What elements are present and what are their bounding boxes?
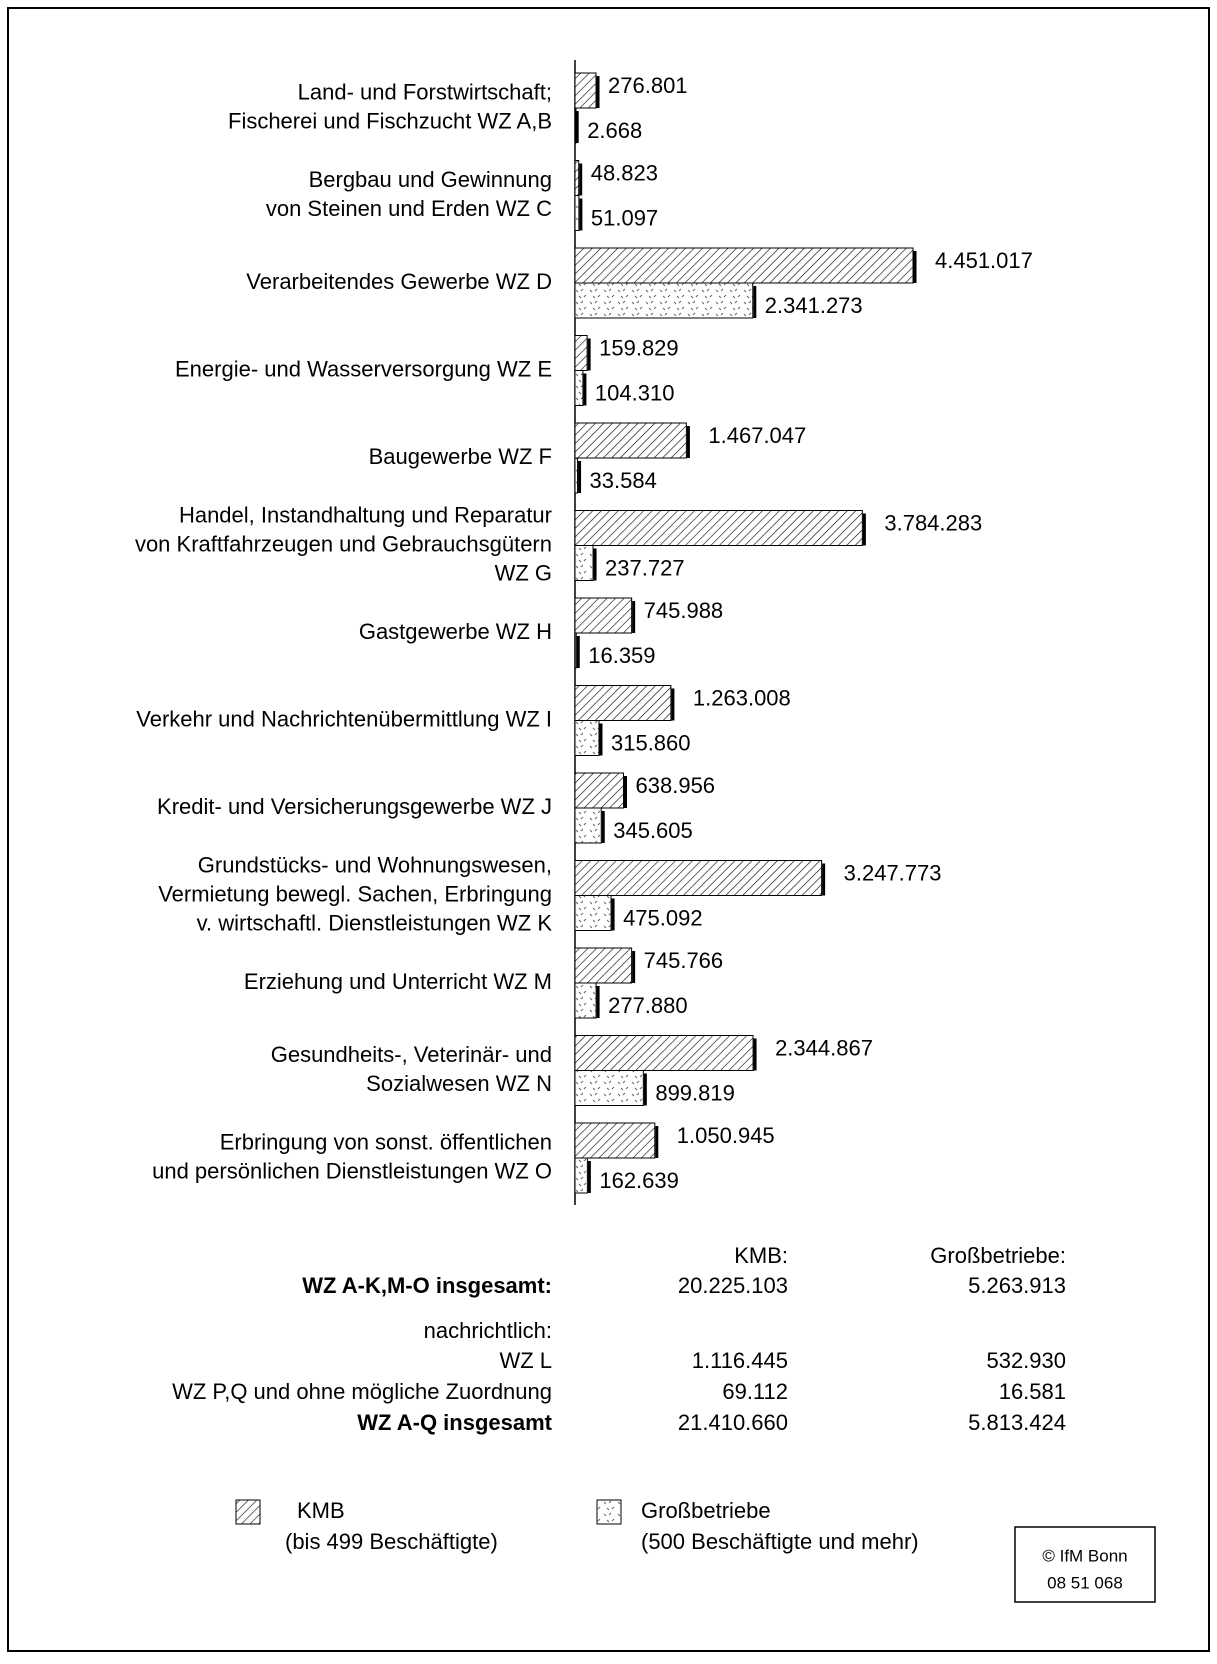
category-label: Gastgewerbe WZ H	[359, 619, 552, 644]
category-label: Baugewerbe WZ F	[369, 444, 552, 469]
legend-swatch	[596, 1499, 622, 1525]
category-label: Land- und Forstwirtschaft;	[298, 79, 552, 104]
category-label: Erziehung und Unterricht WZ M	[244, 969, 552, 994]
value-label: 1.467.047	[708, 423, 806, 448]
bar	[574, 1157, 588, 1194]
category-label: Bergbau und Gewinnung	[309, 167, 552, 192]
bar	[574, 685, 672, 721]
value-label: 638.956	[636, 773, 716, 798]
value-label: 162.639	[599, 1168, 679, 1193]
category-label: Kredit- und Versicherungsgewerbe WZ J	[157, 794, 552, 819]
bar	[574, 1122, 656, 1159]
legend-label: Großbetriebe	[641, 1498, 771, 1523]
summary-value: 21.410.660	[678, 1410, 788, 1435]
value-label: 276.801	[608, 73, 688, 98]
category-label: Sozialwesen WZ N	[366, 1071, 552, 1096]
bar	[574, 335, 588, 371]
value-label: 4.451.017	[935, 248, 1033, 273]
summary-header: Großbetriebe:	[930, 1243, 1066, 1268]
category-label: Verarbeitendes Gewerbe WZ D	[246, 269, 552, 294]
value-label: 159.829	[599, 335, 679, 360]
summary-label: WZ P,Q und ohne mögliche Zuordnung	[172, 1379, 552, 1404]
value-label: 2.668	[587, 118, 642, 143]
category-label: Erbringung von sonst. öffentlichen	[220, 1129, 552, 1154]
bar	[574, 457, 579, 494]
bar	[574, 422, 687, 459]
category-label: Verkehr und Nachrichtenübermittlung WZ I	[136, 706, 552, 731]
bar	[574, 72, 597, 109]
category-label: Fischerei und Fischzucht WZ A,B	[228, 108, 552, 133]
value-label: 745.988	[644, 598, 724, 623]
summary-value: 5.263.913	[968, 1273, 1066, 1298]
summary-value: 5.813.424	[968, 1410, 1066, 1435]
frame	[7, 7, 1210, 1652]
bar	[574, 807, 602, 844]
bar	[574, 247, 914, 284]
summary-value: 16.581	[999, 1379, 1066, 1404]
bar	[574, 772, 625, 809]
value-label: 475.092	[623, 905, 703, 930]
summary-value: 20.225.103	[678, 1273, 788, 1298]
bar	[574, 895, 612, 931]
value-label: 16.359	[588, 643, 655, 668]
category-label: von Steinen und Erden WZ C	[266, 196, 552, 221]
source-box	[1014, 1526, 1156, 1603]
category-label: von Kraftfahrzeugen und Gebrauchsgütern	[135, 531, 552, 556]
value-label: 237.727	[605, 555, 685, 580]
value-label: 3.247.773	[844, 860, 942, 885]
value-label: 3.784.283	[884, 510, 982, 535]
bar	[574, 282, 754, 319]
summary-value: 1.116.445	[692, 1348, 788, 1373]
category-label: Energie- und Wasserversorgung WZ E	[175, 356, 552, 381]
bar	[574, 720, 600, 756]
category-label: Grundstücks- und Wohnungswesen,	[198, 852, 552, 877]
legend-description: (500 Beschäftigte und mehr)	[641, 1529, 919, 1554]
value-label: 345.605	[613, 818, 693, 843]
value-label: 745.766	[644, 948, 724, 973]
summary-value: 532.930	[986, 1348, 1066, 1373]
bar	[574, 597, 633, 634]
bar	[574, 632, 577, 669]
bar	[574, 982, 597, 1019]
summary-label: WZ L	[499, 1348, 552, 1373]
value-label: 33.584	[590, 468, 657, 493]
value-label: 2.341.273	[765, 293, 863, 318]
value-label: 104.310	[595, 380, 675, 405]
value-label: 48.823	[591, 160, 658, 185]
category-label: Handel, Instandhaltung und Reparatur	[179, 502, 552, 527]
source: 08 51 068	[1047, 1573, 1123, 1592]
value-label: 51.097	[591, 205, 658, 230]
category-label: Gesundheits-, Veterinär- und	[271, 1042, 552, 1067]
bar	[574, 1070, 644, 1106]
bar	[574, 160, 580, 196]
category-label: und persönlichen Dienstleistungen WZ O	[152, 1158, 552, 1183]
bar	[574, 860, 823, 896]
value-label: 277.880	[608, 993, 688, 1018]
bar	[574, 1035, 754, 1071]
bar	[574, 947, 633, 984]
summary-label: nachrichtlich:	[424, 1318, 552, 1343]
legend-swatch	[235, 1499, 261, 1525]
value-label: 1.263.008	[693, 685, 791, 710]
summary-label: WZ A-K,M-O insgesamt:	[302, 1273, 552, 1298]
bar	[574, 195, 580, 231]
category-label: v. wirtschaftl. Dienstleistungen WZ K	[197, 910, 553, 935]
summary-label: WZ A-Q insgesamt	[357, 1410, 552, 1435]
category-label: Vermietung bewegl. Sachen, Erbringung	[158, 881, 552, 906]
value-label: 2.344.867	[775, 1035, 873, 1060]
value-label: 899.819	[655, 1080, 735, 1105]
summary-value: 69.112	[722, 1379, 788, 1404]
legend-label: KMB	[297, 1498, 345, 1523]
bar	[574, 510, 863, 546]
bar	[574, 545, 594, 581]
summary-header: KMB:	[734, 1243, 788, 1268]
bar	[574, 370, 584, 406]
value-label: 315.860	[611, 730, 691, 755]
value-label: 1.050.945	[677, 1123, 775, 1148]
source: © IfM Bonn	[1042, 1546, 1127, 1565]
category-label: WZ G	[495, 560, 552, 585]
legend-description: (bis 499 Beschäftigte)	[285, 1529, 498, 1554]
